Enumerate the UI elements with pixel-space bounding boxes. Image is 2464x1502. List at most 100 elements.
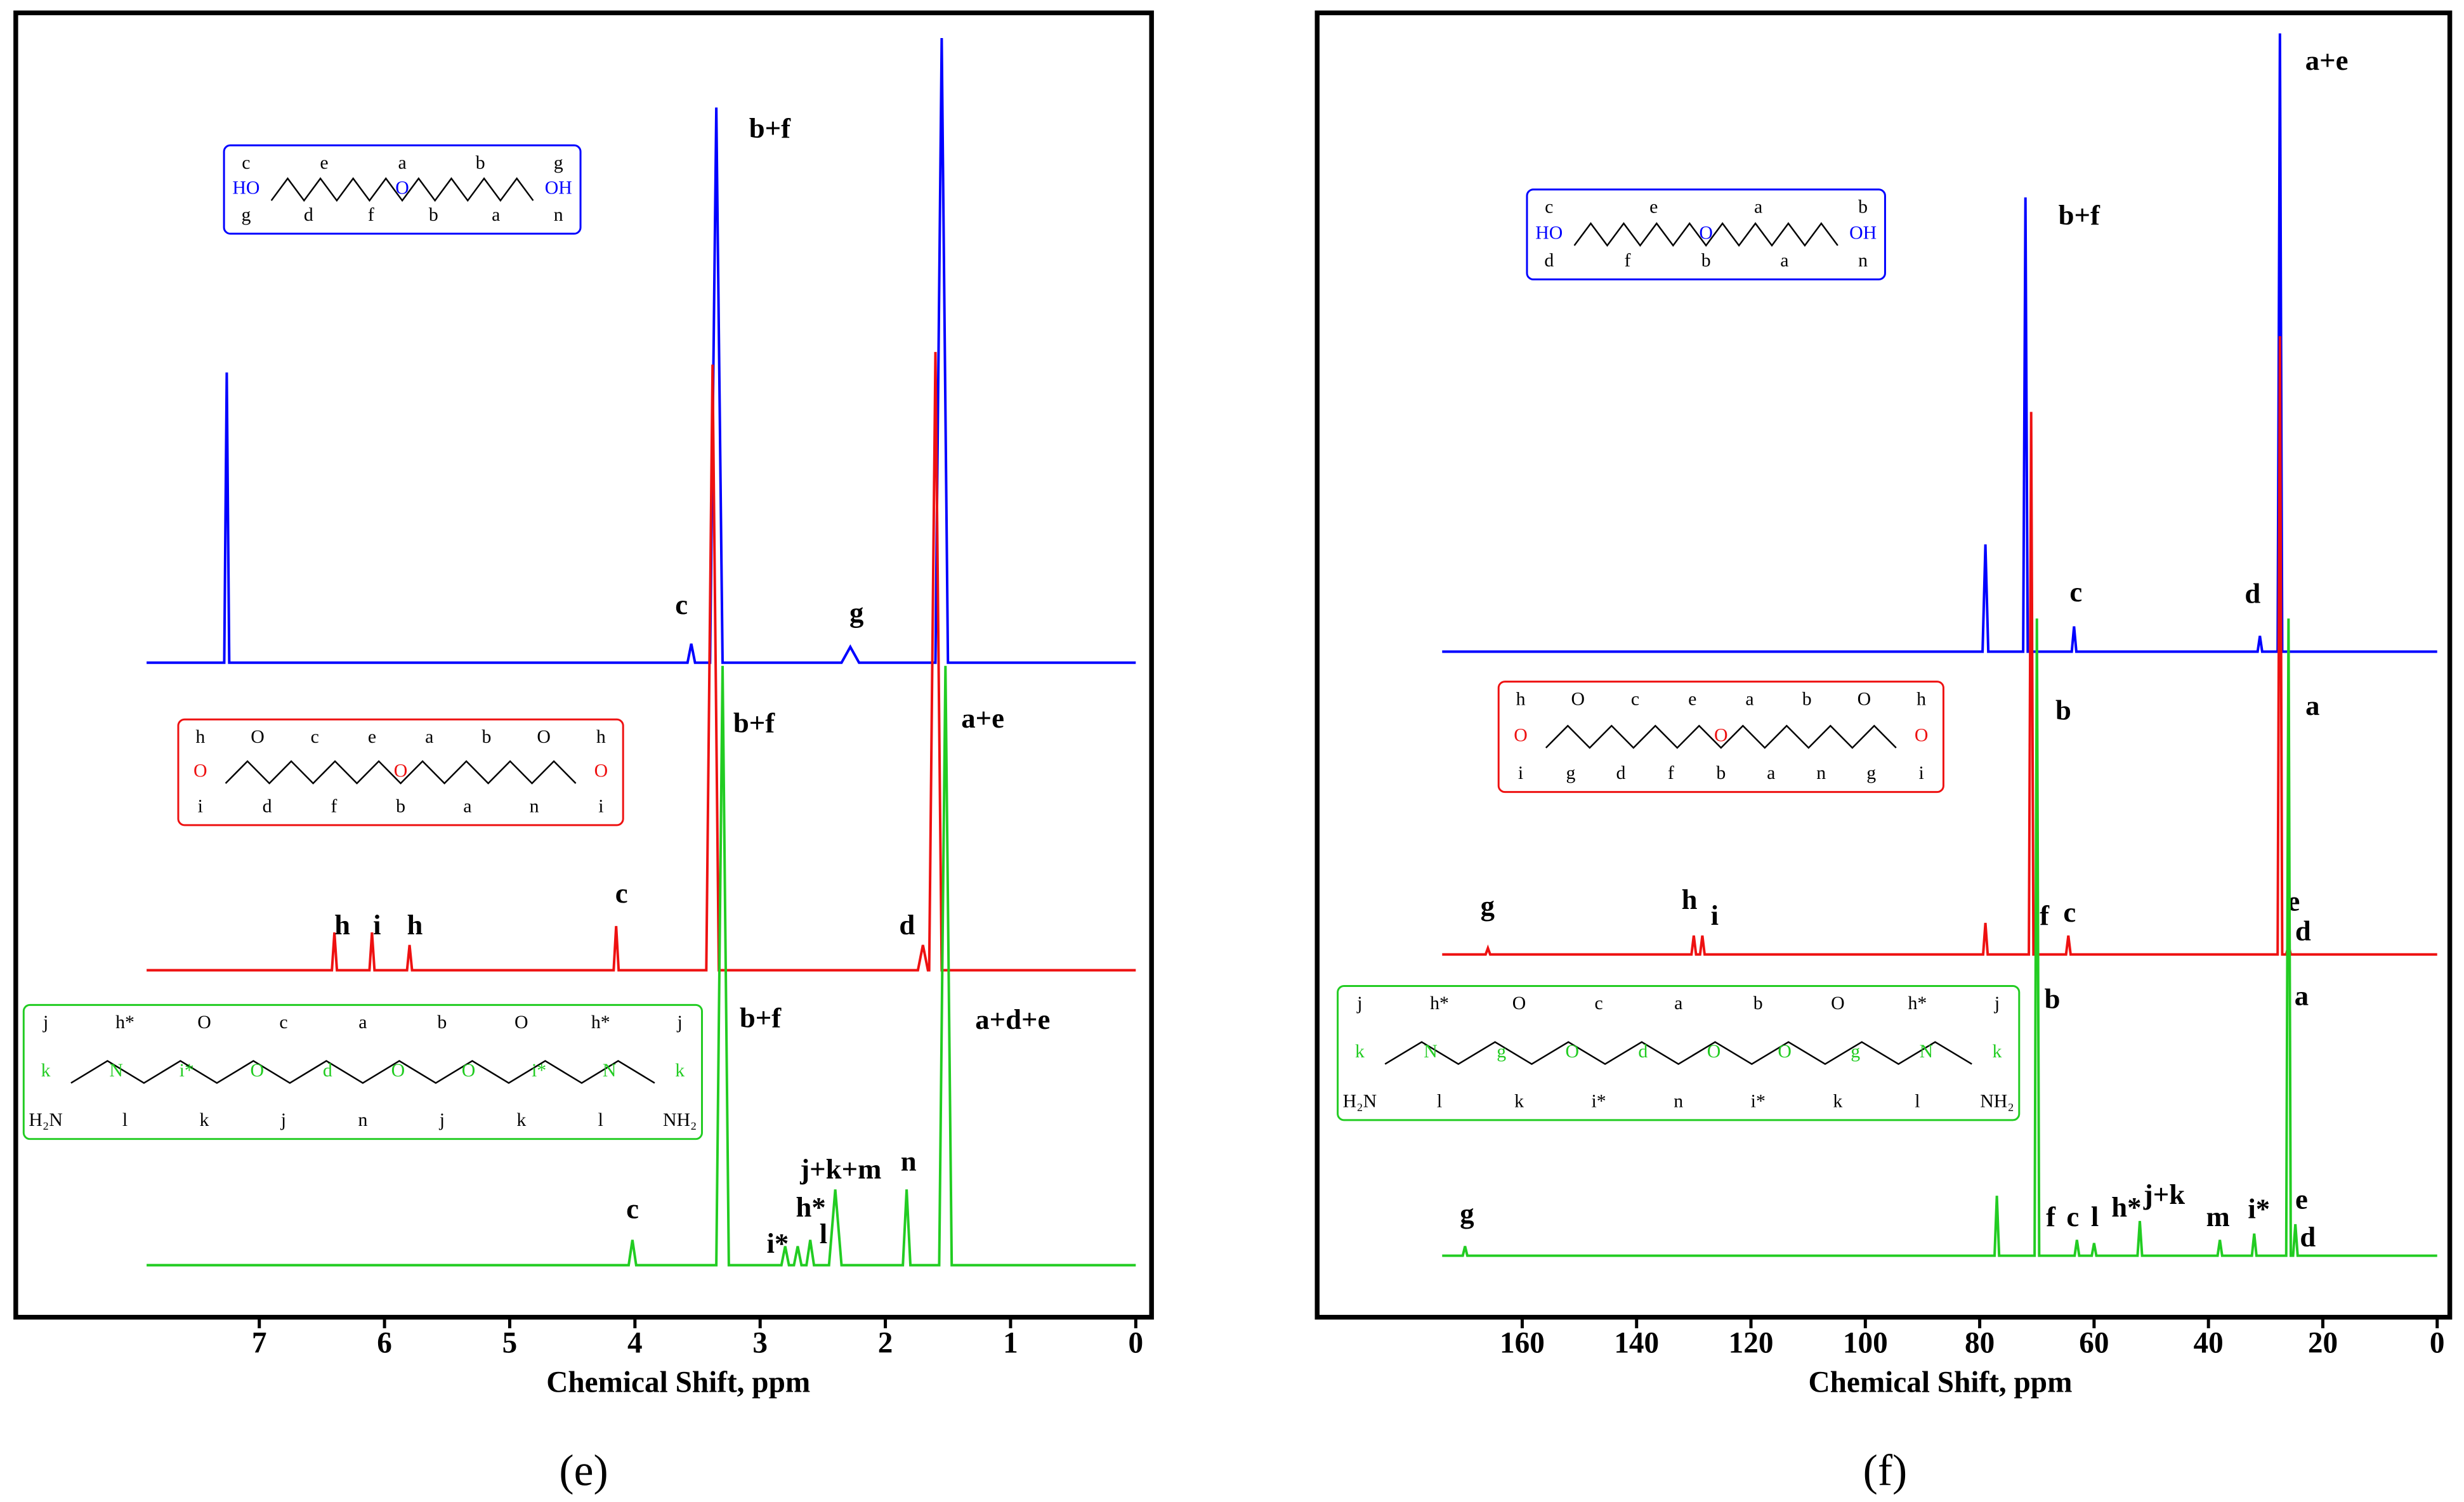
structure-box xyxy=(223,144,582,235)
peak-label: h* xyxy=(2111,1191,2141,1223)
caption: (e) xyxy=(559,1446,608,1495)
structure-label: d xyxy=(1544,250,1554,271)
structure-label: b xyxy=(1716,762,1726,783)
structure-label: b xyxy=(396,795,405,816)
structure-label: N xyxy=(603,1060,617,1081)
structure-bonds xyxy=(1573,222,1838,247)
structure-label: d xyxy=(263,795,272,816)
structure-label: O xyxy=(1714,724,1728,745)
spectrum-line xyxy=(147,351,1136,972)
structure-label: k xyxy=(41,1060,51,1081)
structure-label: a xyxy=(492,204,500,225)
structure-bonds xyxy=(225,760,577,785)
peak-label: c xyxy=(675,589,688,620)
x-tick-label: 6 xyxy=(377,1326,392,1359)
structure-label: l xyxy=(1437,1090,1442,1111)
structure-label: c xyxy=(1631,688,1639,709)
structure-label: a xyxy=(398,152,406,173)
peak-label: c xyxy=(2069,576,2082,608)
structure-label: d xyxy=(323,1060,332,1081)
x-axis-label: Chemical Shift, ppm xyxy=(546,1366,810,1399)
structure-label: g xyxy=(1851,1041,1860,1062)
structure-label: n xyxy=(1858,250,1868,271)
structure-label: h xyxy=(195,726,205,747)
structure-label: f xyxy=(1668,762,1674,783)
structure-label: a xyxy=(1754,196,1762,217)
structure-label: b xyxy=(482,726,491,747)
structure-label: c xyxy=(1545,196,1553,217)
peak-label: l xyxy=(2091,1201,2099,1232)
peak-label: g xyxy=(849,596,863,628)
structure-label: O xyxy=(537,726,551,747)
structure-label: i xyxy=(1918,762,1923,783)
structure-label: a xyxy=(1674,993,1682,1014)
peak-label: a xyxy=(2305,689,2319,721)
structure-label: n xyxy=(554,204,563,225)
structure-label: g xyxy=(554,152,563,173)
plot-frame xyxy=(13,10,1154,1320)
structure-label: j xyxy=(1994,993,2000,1014)
structure-label: O xyxy=(1565,1041,1579,1062)
structure-label: N xyxy=(109,1060,123,1081)
structure-label: h* xyxy=(1430,993,1449,1014)
caption: (f) xyxy=(1863,1446,1908,1495)
structure-label: b xyxy=(437,1012,447,1033)
structure-label: h xyxy=(1516,688,1526,709)
structure-label: HO xyxy=(232,178,259,199)
structure-label: O xyxy=(1699,222,1713,243)
peak-label: c xyxy=(626,1192,639,1224)
peak-label: a+d+e xyxy=(975,1003,1050,1035)
structure-label: l xyxy=(598,1109,603,1130)
structure-label: a xyxy=(425,726,433,747)
structure-label: i* xyxy=(1751,1090,1766,1111)
structure-box xyxy=(1497,681,1944,793)
spectrum-line xyxy=(147,38,1136,664)
structure-label: a xyxy=(1780,250,1788,271)
structure-box xyxy=(22,1003,704,1140)
peak-label: i xyxy=(373,909,381,941)
structure-label: j xyxy=(439,1109,445,1130)
structure-label: h* xyxy=(1908,993,1927,1014)
structure-label: H₂N xyxy=(29,1109,62,1130)
structure-label: i xyxy=(1518,762,1523,783)
structure-label: O xyxy=(594,760,608,781)
structure-label: n xyxy=(1816,762,1826,783)
structure-label: i* xyxy=(180,1060,194,1081)
structure-label: i xyxy=(598,795,603,816)
peak-label: h xyxy=(1682,884,1698,915)
structure-label: b xyxy=(476,152,485,173)
structure-box xyxy=(1337,985,2021,1121)
peak-label: b+f xyxy=(749,112,791,144)
peak-label: j+k+m xyxy=(799,1153,881,1185)
structure-label: j xyxy=(1356,993,1362,1014)
structure-label: b xyxy=(1802,688,1812,709)
structure-label: e xyxy=(320,152,328,173)
x-tick-label: 40 xyxy=(2194,1326,2224,1359)
structure-label: a xyxy=(1767,762,1775,783)
structure-label: n xyxy=(1674,1090,1683,1111)
spectrum-line xyxy=(147,665,1136,1267)
structure-label: O xyxy=(1707,1041,1721,1062)
spectrum-line xyxy=(1442,33,2437,653)
structure-label: N xyxy=(1424,1041,1438,1062)
structure-box xyxy=(177,718,624,826)
peak-label: b xyxy=(2055,695,2071,726)
peak-label: d xyxy=(2300,1221,2316,1253)
x-tick-label: 5 xyxy=(502,1326,518,1359)
peak-label: i xyxy=(1711,899,1719,931)
peak-label: a xyxy=(2295,980,2309,1012)
peak-label: f xyxy=(2046,1201,2056,1232)
structure-label: O xyxy=(251,1060,265,1081)
structure-label: O xyxy=(197,1012,211,1033)
peak-label: a+e xyxy=(2305,44,2349,76)
structure-label: k xyxy=(1355,1041,1365,1062)
structure-label: b xyxy=(1858,196,1868,217)
spectrum-line xyxy=(1442,336,2437,956)
structure-label: i xyxy=(198,795,203,816)
peak-label: h xyxy=(407,909,423,941)
structure-label: f xyxy=(368,204,374,225)
structure-label: h* xyxy=(115,1012,134,1033)
structure-label: O xyxy=(462,1060,476,1081)
structure-label: g xyxy=(1497,1041,1506,1062)
peak-label: l xyxy=(820,1218,827,1250)
